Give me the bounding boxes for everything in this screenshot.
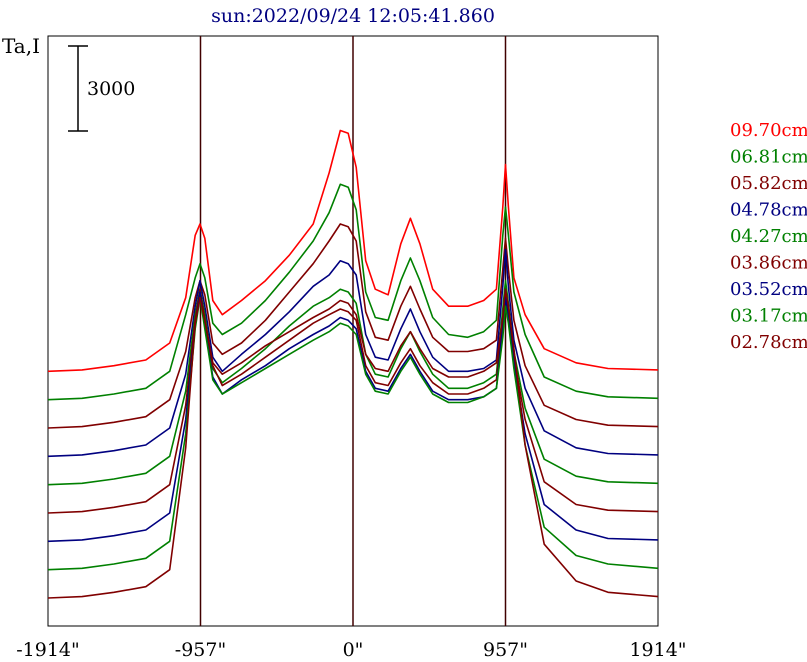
legend-entry-8: 02.78cm — [730, 332, 807, 353]
legend-entry-0: 09.70cm — [730, 120, 807, 141]
series-line-05.82cm — [47, 223, 659, 429]
series-line-09.70cm — [47, 129, 659, 373]
x-tick-label-0: -1914" — [16, 639, 80, 661]
x-tick-labels: -1914" -957" 0" 957" 1914" — [16, 639, 686, 661]
chart-title: sun:2022/09/24 12:05:41.860 — [211, 5, 495, 27]
legend-entry-4: 04.27cm — [730, 226, 807, 247]
x-tick-label-2: 0" — [343, 639, 364, 661]
legend-entry-7: 03.17cm — [730, 306, 807, 327]
legend-entry-2: 05.82cm — [730, 173, 807, 194]
legend-entry-3: 04.78cm — [730, 200, 807, 221]
series-line-02.78cm — [47, 288, 659, 599]
series-line-04.78cm — [47, 248, 659, 458]
y-axis-label: Ta,I — [2, 34, 40, 58]
legend-entry-1: 06.81cm — [730, 147, 807, 168]
legend-entry-6: 03.52cm — [730, 279, 807, 300]
x-tick-label-3: 957" — [483, 639, 528, 661]
legend: 09.70cm 06.81cm 05.82cm 04.78cm 04.27cm 03.86… — [730, 120, 807, 353]
x-tick-label-1: -957" — [175, 639, 226, 661]
scale-bar: 3000 — [68, 45, 135, 132]
x-tick-label-4: 1914" — [629, 639, 686, 661]
series-lines — [47, 129, 659, 599]
scale-bar-label: 3000 — [87, 78, 135, 100]
series-line-06.81cm — [47, 183, 659, 401]
legend-entry-5: 03.86cm — [730, 253, 807, 274]
